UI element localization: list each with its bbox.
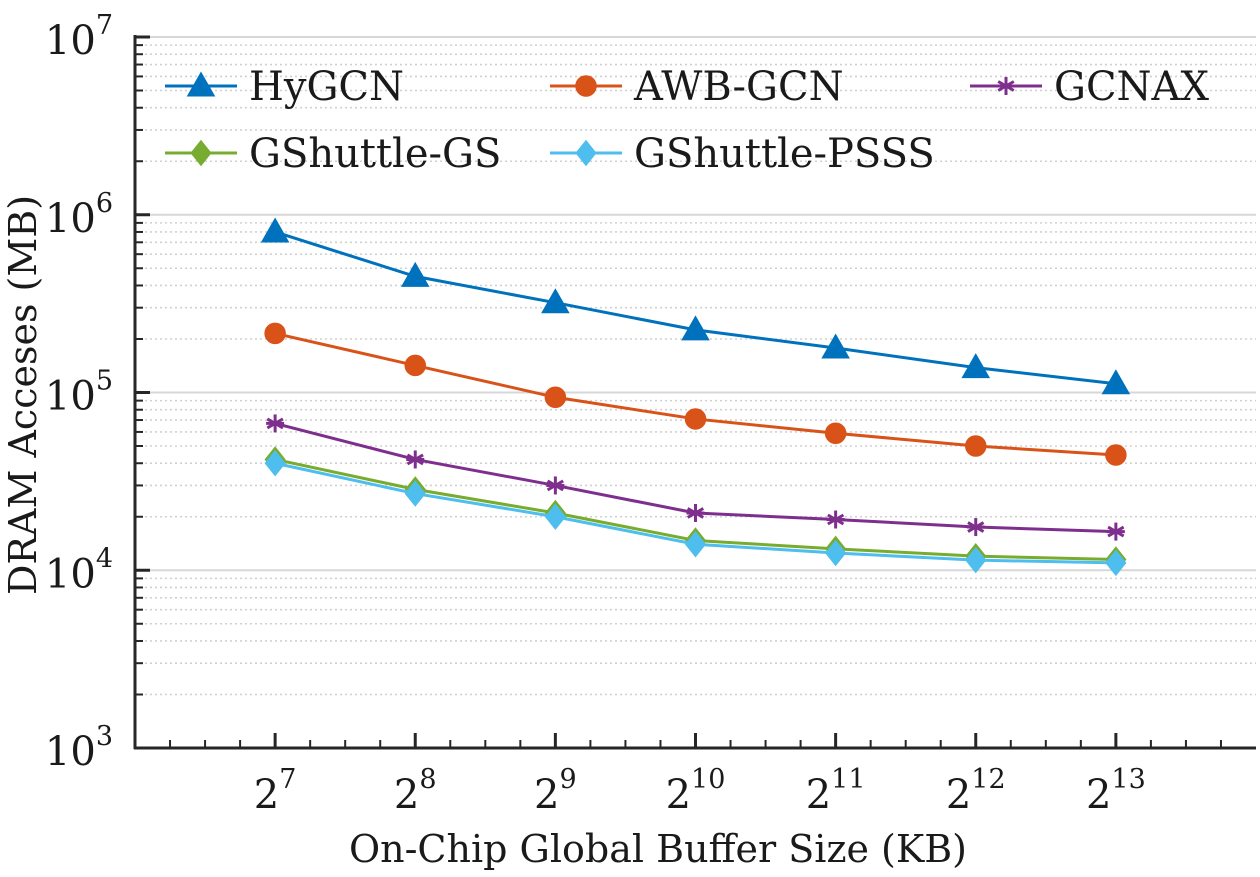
y-tick-label: 105: [45, 366, 113, 420]
legend-marker: [575, 139, 597, 167]
series-awb-gcn: [264, 322, 1127, 466]
data-point: [400, 261, 430, 287]
legend-marker: [190, 139, 212, 167]
series-gshuttle-psss: [264, 450, 1127, 577]
data-point: [546, 476, 565, 495]
y-tick-label: 104: [45, 543, 113, 597]
legend-label: GShuttle-PSSS: [634, 131, 935, 177]
data-point: [1101, 369, 1131, 395]
data-point: [1105, 549, 1127, 577]
data-point: [541, 288, 570, 314]
data-point: [965, 546, 987, 574]
legend-label: AWB-GCN: [633, 64, 844, 110]
data-point: [965, 435, 987, 457]
legend-item: GShuttle-GS: [165, 131, 501, 177]
axes: 103 104 105 106 107 27 28 29 210 211 212 213: [45, 10, 1256, 818]
data-point: [260, 217, 290, 243]
data-point: [544, 386, 567, 409]
data-point: [404, 354, 426, 377]
series-group: [260, 217, 1131, 577]
data-point: [686, 503, 705, 522]
data-point: [966, 518, 985, 537]
data-point: [264, 322, 286, 345]
y-tick-label: 106: [45, 188, 113, 242]
data-point: [825, 539, 847, 567]
x-tick-label: 27: [254, 764, 297, 818]
legend-item: GShuttle-PSSS: [550, 131, 935, 177]
data-point: [821, 333, 850, 359]
x-tick-label: 29: [534, 764, 577, 818]
series-gcnax: [266, 414, 1125, 541]
legend-label: GShuttle-GS: [249, 131, 501, 177]
x-tick-label: 210: [666, 764, 726, 818]
y-tick-label: 103: [45, 721, 113, 775]
legend: HyGCN AWB-GCN GCNAX GShuttle-GS GShuttle-PSS…: [165, 64, 1209, 177]
y-axis-label: DRAM Acceses (MB): [1, 195, 45, 595]
x-tick-label: 212: [946, 764, 1006, 818]
data-point: [1106, 522, 1125, 541]
data-point: [1105, 444, 1127, 466]
legend-item: HyGCN: [165, 64, 404, 110]
series-hygcn: [260, 217, 1131, 395]
legend-label: HyGCN: [249, 64, 404, 110]
legend-marker: [575, 75, 597, 97]
x-tick-label: 28: [394, 764, 437, 818]
data-point: [824, 422, 847, 444]
data-point: [544, 503, 566, 530]
x-tick-label: 211: [806, 764, 866, 818]
data-point: [684, 531, 707, 558]
data-point: [266, 414, 285, 433]
data-point: [826, 510, 845, 529]
legend-item: AWB-GCN: [550, 64, 844, 110]
x-axis-label: On-Chip Global Buffer Size (KB): [349, 827, 967, 871]
data-point: [684, 408, 707, 430]
data-point: [406, 450, 425, 469]
series-line: [274, 331, 1116, 457]
data-point: [681, 315, 710, 341]
grid: [135, 36, 1256, 696]
data-point: [264, 450, 286, 477]
x-tick-label: 213: [1086, 764, 1146, 818]
legend-item: GCNAX: [970, 64, 1209, 110]
legend-label: GCNAX: [1054, 64, 1209, 110]
data-point: [961, 353, 991, 379]
legend-marker: [186, 71, 216, 97]
data-point: [404, 480, 426, 507]
legend-marker: [997, 77, 1015, 95]
y-tick-label: 107: [45, 10, 113, 64]
